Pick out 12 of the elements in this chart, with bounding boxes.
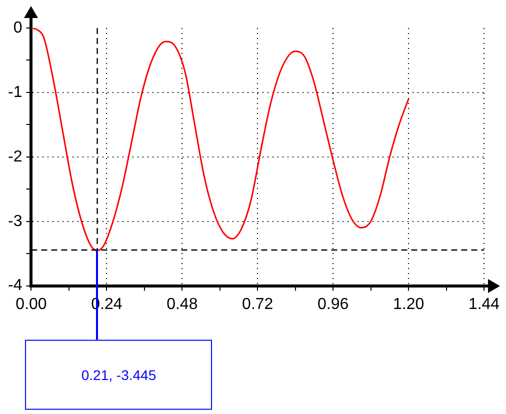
x-tick-label: 0.96 bbox=[318, 296, 349, 313]
y-tick-label: -3 bbox=[8, 212, 22, 230]
x-tick-label: 1.20 bbox=[392, 296, 424, 313]
y-tick-label: -4 bbox=[8, 277, 22, 294]
x-tick-label: 1.44 bbox=[468, 296, 500, 313]
x-tick-label: 0.00 bbox=[16, 296, 47, 313]
y-tick-label: -1 bbox=[8, 84, 22, 101]
line-series bbox=[31, 28, 410, 252]
x-tick-label: 0.72 bbox=[242, 296, 274, 313]
x-tick-label: 0.48 bbox=[166, 296, 198, 313]
y-tick-label: -2 bbox=[8, 148, 22, 166]
y-tick-label: 0 bbox=[13, 19, 22, 36]
